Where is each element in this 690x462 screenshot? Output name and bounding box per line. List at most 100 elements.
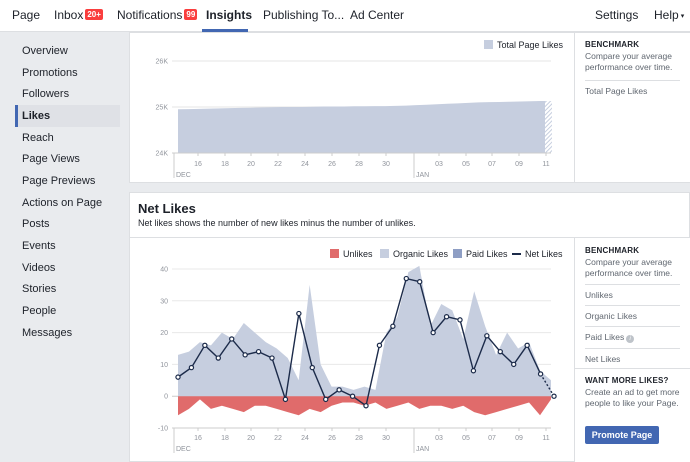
net-likes-benchmark: BENCHMARK Compare your average performan… bbox=[574, 238, 690, 368]
x-tick-label: 07 bbox=[488, 435, 496, 442]
y-tick-label: 20 bbox=[160, 330, 168, 337]
sidebar-item-reach[interactable]: Reach bbox=[22, 132, 54, 144]
net-likes-point bbox=[349, 393, 356, 399]
sidebar-item-overview[interactable]: Overview bbox=[22, 45, 68, 57]
y-tick-label: 24K bbox=[156, 151, 169, 158]
x-tick-label: 11 bbox=[542, 161, 549, 168]
benchmark-title: BENCHMARK bbox=[585, 246, 640, 255]
nav-inbox-label: Inbox bbox=[54, 8, 84, 22]
x-tick-label: 26 bbox=[328, 161, 336, 168]
net-likes-point bbox=[484, 333, 490, 339]
benchmark-row-total-likes[interactable]: Total Page Likes bbox=[585, 80, 680, 101]
promo-box: WANT MORE LIKES? Create an ad to get mor… bbox=[574, 368, 690, 462]
net-likes-point bbox=[202, 342, 208, 349]
y-tick-label: 25K bbox=[156, 105, 169, 112]
nav-settings[interactable]: Settings bbox=[595, 0, 638, 32]
x-tick-label: 26 bbox=[328, 435, 336, 442]
promote-page-button[interactable]: Promote Page bbox=[585, 426, 659, 444]
month-label: JAN bbox=[416, 172, 429, 179]
info-icon[interactable]: i bbox=[626, 335, 635, 343]
y-tick-label: 10 bbox=[160, 362, 168, 369]
net-likes-point bbox=[524, 342, 530, 349]
net-likes-point bbox=[457, 317, 463, 323]
x-tick-label: 18 bbox=[221, 435, 229, 442]
nav-ad-center[interactable]: Ad Center bbox=[350, 0, 404, 32]
nav-settings-label: Settings bbox=[595, 8, 639, 22]
nav-publishing-tools[interactable]: Publishing To... bbox=[263, 0, 344, 32]
total-likes-benchmark: BENCHMARK Compare your average performan… bbox=[574, 33, 690, 182]
nav-page-label: Page bbox=[12, 8, 41, 22]
nav-insights[interactable]: Insights bbox=[206, 0, 252, 32]
sidebar-item-page-views[interactable]: Page Views bbox=[22, 153, 80, 165]
net-likes-point bbox=[229, 336, 235, 342]
chevron-down-icon: ▾ bbox=[680, 13, 685, 20]
x-tick-label: 28 bbox=[355, 435, 363, 442]
net-likes-point bbox=[417, 279, 423, 285]
net-likes-point bbox=[537, 371, 544, 377]
net-likes-line bbox=[177, 277, 542, 407]
legend-unlikes[interactable]: Unlikes bbox=[330, 249, 373, 259]
x-tick-label: 22 bbox=[274, 435, 282, 442]
nav-page[interactable]: Page bbox=[12, 0, 40, 32]
sidebar-item-promotions[interactable]: Promotions bbox=[22, 67, 78, 79]
sidebar-item-messages[interactable]: Messages bbox=[22, 327, 73, 339]
nav-help[interactable]: Help ▾ bbox=[654, 0, 684, 32]
sidebar-item-posts[interactable]: Posts bbox=[22, 218, 50, 230]
legend-organic[interactable]: Organic Likes bbox=[380, 249, 448, 259]
benchmark-row-paid-label: Paid Likes bbox=[585, 332, 625, 342]
sidebar-item-actions-on-page[interactable]: Actions on Page bbox=[22, 197, 103, 209]
y-tick-label: 40 bbox=[160, 267, 168, 274]
net-likes-point bbox=[430, 329, 436, 336]
benchmark-desc: Compare your average performance over ti… bbox=[585, 257, 673, 278]
x-tick-label: 03 bbox=[435, 435, 443, 442]
y-tick-label: -10 bbox=[158, 426, 168, 433]
net-likes-point bbox=[363, 403, 369, 409]
y-tick-label: 26K bbox=[156, 59, 169, 66]
total-likes-legend[interactable]: Total Page Likes bbox=[484, 40, 563, 50]
top-nav: Page Inbox 20+ Notifications 99 Insights P… bbox=[0, 0, 690, 32]
promo-title: WANT MORE LIKES? bbox=[585, 376, 669, 385]
net-likes-desc: Net likes shows the number of new likes … bbox=[138, 218, 416, 228]
nav-inbox[interactable]: Inbox 20+ bbox=[54, 0, 103, 32]
net-likes-point bbox=[551, 393, 557, 399]
legend-swatch-net bbox=[512, 253, 521, 255]
total-likes-area bbox=[178, 101, 551, 153]
x-tick-label: 30 bbox=[382, 435, 390, 442]
month-label: JAN bbox=[416, 446, 429, 453]
nav-help-label: Help bbox=[654, 8, 679, 22]
sidebar-item-people[interactable]: People bbox=[22, 305, 57, 317]
y-tick-label: 0 bbox=[164, 394, 168, 401]
sidebar-item-likes[interactable]: Likes bbox=[15, 105, 120, 127]
x-tick-label: 09 bbox=[515, 161, 523, 168]
sidebar: Overview Promotions Followers Likes Reac… bbox=[0, 32, 128, 462]
x-tick-label: 24 bbox=[301, 435, 309, 442]
benchmark-row-unlikes[interactable]: Unlikes bbox=[585, 284, 680, 305]
legend-swatch-unlikes bbox=[330, 249, 339, 258]
nav-notifications[interactable]: Notifications 99 bbox=[117, 0, 198, 32]
benchmark-row-paid[interactable]: Paid Likes i bbox=[585, 326, 680, 348]
legend-paid[interactable]: Paid Likes bbox=[453, 249, 508, 259]
net-likes-point bbox=[511, 361, 517, 368]
inbox-badge: 20+ bbox=[85, 9, 103, 20]
x-tick-label: 24 bbox=[301, 161, 309, 168]
sidebar-item-stories[interactable]: Stories bbox=[22, 283, 57, 295]
x-tick-label: 05 bbox=[462, 435, 470, 442]
benchmark-row-net[interactable]: Net Likes bbox=[585, 348, 680, 369]
organic-likes-area bbox=[178, 265, 551, 397]
net-likes-point bbox=[309, 364, 315, 371]
net-likes-point bbox=[215, 355, 221, 361]
net-likes-point bbox=[376, 342, 383, 349]
x-tick-label: 16 bbox=[194, 161, 202, 168]
benchmark-row-organic[interactable]: Organic Likes bbox=[585, 305, 680, 326]
month-label: DEC bbox=[176, 172, 191, 179]
legend-net[interactable]: Net Likes bbox=[512, 249, 563, 259]
sidebar-item-page-previews[interactable]: Page Previews bbox=[22, 175, 96, 187]
x-tick-label: 16 bbox=[194, 435, 202, 442]
sidebar-item-videos[interactable]: Videos bbox=[22, 262, 56, 274]
net-likes-chart: -10 0 10 20 30 40 16 18 20 22 24 26 28 30 03 05 07 09 11 DE… bbox=[158, 265, 557, 453]
sidebar-item-events[interactable]: Events bbox=[22, 240, 56, 252]
net-likes-point bbox=[269, 355, 275, 361]
x-tick-label: 22 bbox=[274, 161, 282, 168]
net-likes-point bbox=[282, 396, 289, 403]
sidebar-item-followers[interactable]: Followers bbox=[22, 88, 70, 100]
